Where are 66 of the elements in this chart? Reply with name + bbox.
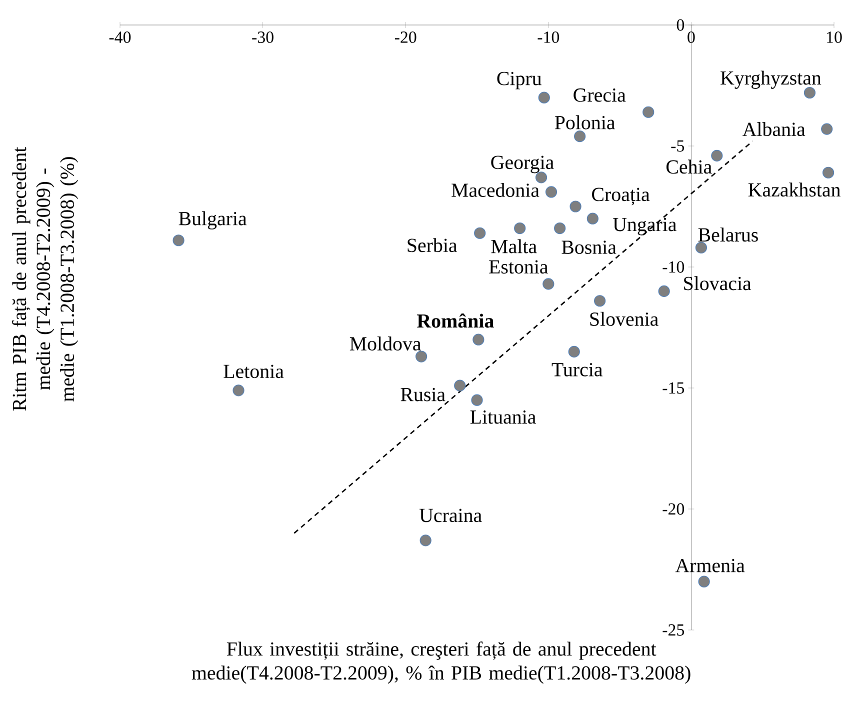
- x-tick-label: -10: [538, 32, 560, 43]
- annotation: Cipru: [497, 72, 542, 90]
- annotation: Macedonia: [452, 182, 540, 197]
- point: [232, 384, 244, 396]
- x-tick-label: 10: [827, 32, 842, 43]
- x-axis-title: Flux investiții străine, creşteri față de anul precedent medie(T4.2008-T2.2009), % în PIB medie(T1.2008-T3.2008): [192, 642, 690, 684]
- y-tick-label: -25: [662, 624, 684, 636]
- point: [695, 242, 708, 254]
- point: [474, 227, 486, 239]
- point: [420, 534, 432, 546]
- point: [514, 222, 526, 234]
- point: [642, 106, 654, 118]
- annotation: Rusia: [400, 388, 446, 402]
- y-tick-label: 0: [676, 19, 684, 31]
- annotation: România: [417, 313, 494, 328]
- point: [568, 346, 580, 358]
- annotation: Bosnia: [562, 240, 616, 254]
- point: [574, 130, 586, 142]
- point: [454, 380, 466, 392]
- point: [554, 222, 566, 234]
- x-tick-label: 0: [688, 32, 695, 43]
- y-tick-label: -10: [662, 261, 684, 273]
- annotation: Ucraina: [419, 508, 482, 522]
- y-tick-label: -5: [671, 140, 684, 152]
- point: [172, 234, 184, 246]
- annotation: Lituania: [470, 410, 536, 424]
- point: [658, 285, 670, 297]
- annotation: Slovenia: [590, 312, 658, 326]
- x-tick-label: -20: [394, 32, 416, 43]
- point: [594, 295, 606, 307]
- point: [542, 278, 554, 290]
- point: [416, 350, 428, 362]
- annotation: Kazakhstan: [748, 182, 840, 197]
- annotation: Polonia: [554, 115, 615, 130]
- annotation: Georgia: [491, 156, 554, 174]
- annotation: Serbia: [408, 238, 458, 252]
- annotation: Moldova: [350, 336, 421, 351]
- x-tick-label: -40: [109, 32, 131, 43]
- annotation: Malta: [491, 239, 537, 254]
- annotation: Armenia: [675, 558, 745, 572]
- y-axis-title: Ritm PIB față de anul precedent medie (T4.2008-T2.2009) - medie (T1.2008-T3.2008) (%): [12, 146, 78, 411]
- annotation: Estonia: [489, 260, 548, 274]
- point: [822, 166, 834, 178]
- annotation: Albania: [742, 122, 806, 136]
- point: [471, 394, 483, 406]
- point: [570, 200, 582, 212]
- annotation: Kyrghyzstan: [720, 70, 822, 89]
- point: [586, 212, 598, 224]
- annotation: Ungaria: [613, 218, 676, 236]
- annotation: Belarus: [698, 228, 758, 242]
- annotation: Letonia: [224, 364, 284, 378]
- annotation: Croația: [592, 188, 650, 206]
- y-tick-label: -15: [662, 382, 684, 394]
- x-tick-label: -30: [252, 32, 274, 43]
- annotation: Slovacia: [684, 276, 752, 290]
- annotation: Bulgaria: [178, 211, 247, 230]
- y-tick-label: -20: [662, 503, 684, 515]
- annotation: Cehia: [666, 160, 712, 174]
- point: [472, 334, 484, 346]
- point: [545, 186, 558, 198]
- point: [538, 92, 550, 104]
- annotation: Grecia: [574, 88, 626, 102]
- point: [821, 123, 833, 135]
- point: [711, 150, 723, 162]
- point: [698, 576, 710, 588]
- annotation: Turcia: [552, 363, 602, 376]
